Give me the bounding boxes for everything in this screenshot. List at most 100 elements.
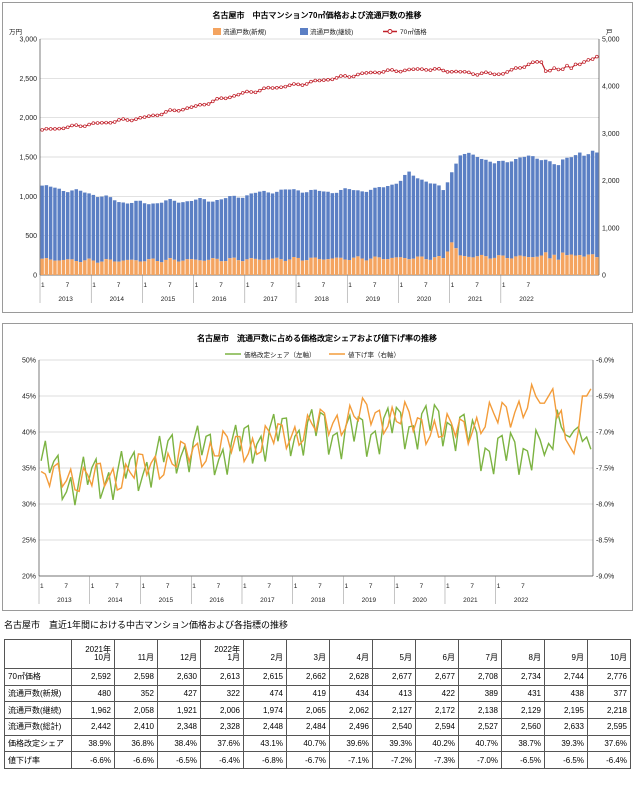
price-marker	[368, 70, 373, 75]
bar-new	[108, 259, 113, 275]
price-marker	[505, 70, 510, 74]
price-marker	[121, 117, 125, 121]
price-marker	[582, 60, 586, 64]
price-marker	[304, 82, 309, 86]
bar-new	[578, 255, 582, 275]
column-month: 2月	[270, 653, 283, 662]
price-marker	[531, 60, 535, 64]
bar-continuing	[492, 163, 497, 258]
bar-continuing	[488, 161, 492, 259]
month-tick-label: 7	[373, 282, 377, 289]
table-row: 70㎡価格 2,592 2,598 2,630 2,613 2,615 2,662 2,628…	[4, 668, 631, 686]
table-cell: 2,058	[114, 701, 158, 720]
price-marker	[415, 67, 420, 71]
price-marker	[87, 122, 91, 127]
price-marker	[228, 95, 232, 100]
price-marker	[322, 78, 326, 82]
bar-continuing	[176, 202, 181, 262]
price-marker	[390, 68, 394, 72]
table-cell: 431	[501, 684, 545, 703]
table-column-header: 2022年 1月	[200, 639, 244, 669]
row-label: 流通戸数(新規)	[4, 684, 72, 703]
bar-continuing	[509, 161, 514, 259]
bar-continuing	[304, 192, 309, 261]
bar-new	[270, 258, 275, 275]
bar-new	[134, 260, 138, 275]
bar-new	[573, 255, 578, 275]
price-marker	[164, 110, 168, 114]
right-tick-label: -8.0%	[596, 502, 614, 509]
bar-new	[147, 259, 151, 275]
chart1-right-unit: 戸	[606, 28, 613, 36]
price-marker	[488, 71, 492, 75]
bar-new	[458, 255, 463, 275]
price-marker	[569, 66, 574, 71]
bar-continuing	[437, 185, 441, 257]
bar-new	[552, 254, 556, 275]
month-tick-label: 1	[451, 282, 455, 289]
bar-continuing	[313, 189, 317, 258]
bar-continuing	[343, 188, 347, 260]
left-tick-label: 0	[33, 273, 37, 280]
bar-new	[518, 255, 522, 275]
month-tick-label: 7	[318, 583, 322, 590]
year-label: 2018	[314, 296, 329, 303]
price-stock-chart: 名古屋市 中古マンション70㎡価格および流通戸数の推移 万円 戸 流通戸数(新規…	[9, 10, 620, 303]
bar-new	[117, 261, 121, 275]
table-cell: 2,560	[501, 718, 545, 736]
year-label: 2021	[468, 296, 483, 303]
table-cell: 352	[114, 684, 158, 703]
price-marker	[343, 74, 347, 78]
table-cell: 2,615	[243, 668, 287, 686]
bar-new	[74, 261, 79, 275]
year-label: 2013	[58, 296, 73, 303]
bar-new	[565, 255, 569, 275]
bar-continuing	[424, 181, 428, 260]
year-label: 2018	[311, 597, 326, 604]
price-marker	[279, 85, 283, 89]
month-tick-label: 7	[66, 282, 70, 289]
table-cell: 2,628	[329, 668, 373, 686]
left-tick-label: 500	[25, 233, 37, 240]
price-marker	[275, 86, 279, 90]
price-marker	[386, 68, 390, 72]
table-column-header: 2021年 10月	[71, 639, 115, 669]
bar-continuing	[573, 155, 578, 256]
month-tick-label: 7	[369, 583, 373, 590]
price-marker	[428, 68, 433, 72]
price-marker	[526, 62, 531, 67]
bar-continuing	[266, 192, 271, 260]
bar-new	[309, 257, 313, 275]
price-marker	[112, 120, 117, 124]
table-cell: -6.4%	[200, 751, 244, 770]
table-cell: -7.0%	[458, 751, 502, 770]
month-tick-label: 7	[424, 282, 428, 289]
price-marker	[74, 123, 79, 127]
bar-new	[236, 260, 241, 275]
bar-new	[296, 257, 300, 275]
table-cell: 40.2%	[415, 734, 459, 753]
bar-continuing	[322, 191, 326, 260]
bar-continuing	[134, 200, 138, 261]
column-year: 2022年	[214, 644, 240, 654]
table-cell: 36.8%	[114, 734, 158, 753]
table-cell: 2,442	[71, 718, 115, 736]
bar-continuing	[61, 191, 66, 260]
table-cell: 2,348	[157, 718, 201, 736]
bar-continuing	[130, 202, 134, 260]
share-cutrate-chart: 名古屋市 流通戸数に占める価格改定シェアおよび値下げ率の推移 価格改定シェア（左…	[22, 333, 614, 604]
column-month: 7月	[485, 653, 498, 662]
table-cell: 1,962	[71, 701, 115, 720]
table-cell: 43.1%	[243, 734, 287, 753]
bar-continuing	[83, 192, 87, 261]
bar-continuing	[535, 158, 539, 257]
bar-continuing	[91, 194, 96, 261]
bar-continuing	[44, 185, 49, 259]
table-row: 価格改定シェア 38.9% 36.8% 38.4% 37.6% 43.1% 40.7% 39.…	[4, 734, 631, 753]
bar-continuing	[586, 154, 591, 255]
bar-continuing	[104, 195, 108, 260]
table-column-header: 8月	[501, 639, 545, 669]
column-month: 1月	[227, 653, 240, 662]
bar-continuing	[505, 162, 509, 259]
price-marker	[565, 63, 569, 68]
